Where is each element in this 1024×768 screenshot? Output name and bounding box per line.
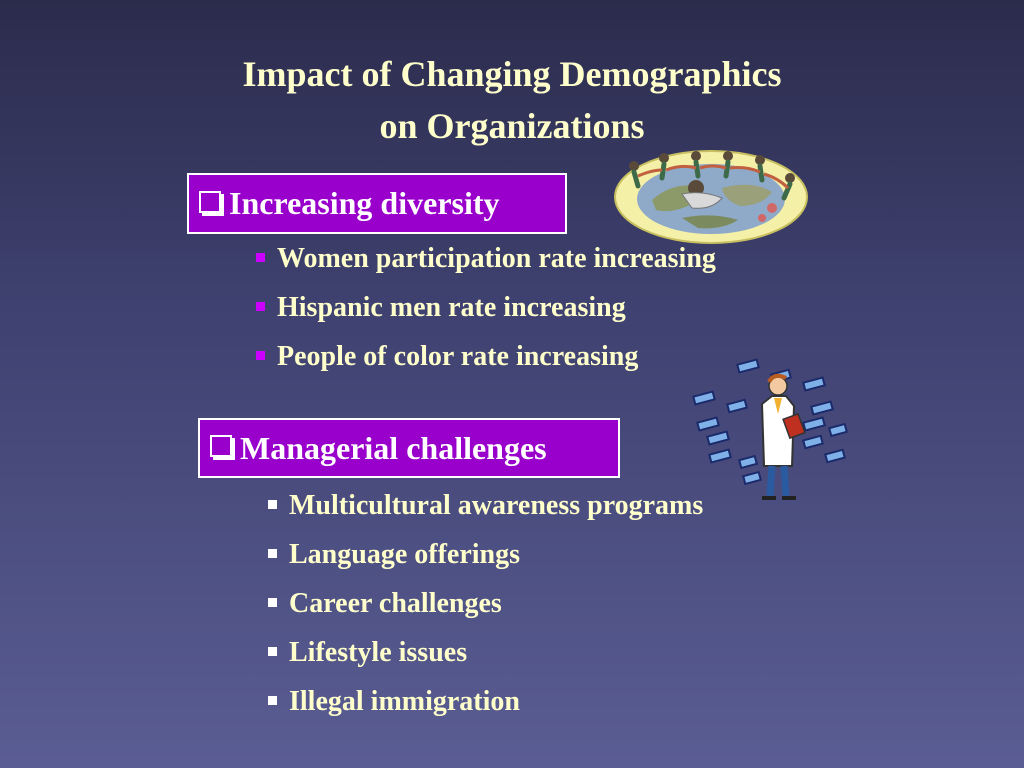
list-item: Language offerings xyxy=(268,539,703,588)
scientist-clipart xyxy=(692,358,848,500)
square-bullet-icon xyxy=(268,549,277,558)
slide-title: Impact of Changing Demographics on Organ… xyxy=(0,48,1024,152)
checkbox-bullet-icon xyxy=(210,435,232,457)
list-item: People of color rate increasing xyxy=(256,341,716,390)
section-heading-diversity: Increasing diversity xyxy=(187,173,567,234)
square-bullet-icon xyxy=(256,351,265,360)
square-bullet-icon xyxy=(268,696,277,705)
square-bullet-icon xyxy=(256,302,265,311)
list-item: Multicultural awareness programs xyxy=(268,490,703,539)
square-bullet-icon xyxy=(268,598,277,607)
list-item: Hispanic men rate increasing xyxy=(256,292,716,341)
globe-people-clipart xyxy=(614,150,808,244)
square-bullet-icon xyxy=(256,253,265,262)
managerial-list: Multicultural awareness programs Languag… xyxy=(268,490,703,735)
section-heading-managerial: Managerial challenges xyxy=(198,418,620,478)
slide-title-line2: on Organizations xyxy=(379,106,645,146)
square-bullet-icon xyxy=(268,500,277,509)
diversity-list: Women participation rate increasing Hisp… xyxy=(256,243,716,390)
list-item: Illegal immigration xyxy=(268,686,703,735)
checkbox-bullet-icon xyxy=(199,190,221,213)
list-item: Career challenges xyxy=(268,588,703,637)
list-item: Lifestyle issues xyxy=(268,637,703,686)
list-item: Women participation rate increasing xyxy=(256,243,716,292)
section-heading-label: Managerial challenges xyxy=(240,429,547,466)
slide-title-line1: Impact of Changing Demographics xyxy=(242,54,782,94)
square-bullet-icon xyxy=(268,647,277,656)
section-heading-label: Increasing diversity xyxy=(229,185,500,221)
